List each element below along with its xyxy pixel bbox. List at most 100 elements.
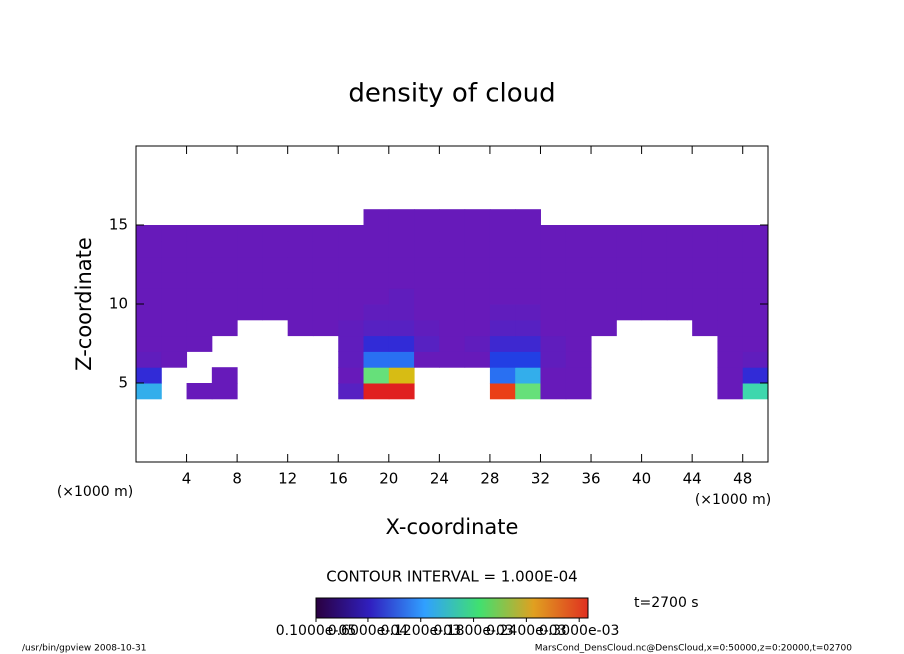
field-cell bbox=[363, 351, 390, 368]
field-cell bbox=[136, 288, 162, 305]
field-cell bbox=[161, 256, 188, 273]
field-cell bbox=[211, 367, 238, 384]
field-cell bbox=[388, 335, 415, 352]
field-cell bbox=[414, 272, 440, 289]
field-cell bbox=[363, 272, 390, 289]
field-cell bbox=[287, 319, 314, 337]
field-cell bbox=[338, 351, 365, 368]
field-cell bbox=[312, 304, 339, 321]
x-axis-label: X-coordinate bbox=[386, 515, 519, 539]
x-unit-left: (×1000 m) bbox=[57, 484, 133, 500]
field-cell bbox=[312, 319, 339, 337]
field-cell bbox=[692, 304, 718, 321]
field-cell bbox=[692, 240, 718, 258]
field-cell bbox=[742, 256, 769, 273]
field-cell bbox=[363, 367, 390, 384]
field-cell bbox=[717, 319, 744, 337]
field-cell bbox=[287, 240, 314, 258]
field-cell bbox=[136, 240, 162, 258]
field-cell bbox=[666, 240, 693, 258]
field-cell bbox=[338, 225, 365, 242]
field-cell bbox=[363, 304, 390, 321]
field-cell bbox=[414, 351, 440, 368]
field-cell bbox=[439, 225, 466, 242]
field-cell bbox=[489, 335, 516, 352]
field-cell bbox=[439, 319, 466, 337]
field-cell bbox=[717, 240, 744, 258]
field-cell bbox=[616, 272, 643, 289]
field-cell bbox=[565, 383, 592, 400]
field-cell bbox=[414, 288, 440, 305]
field-cell bbox=[565, 367, 592, 384]
field-cell bbox=[414, 304, 440, 321]
field-cell bbox=[312, 240, 339, 258]
field-cell bbox=[515, 319, 541, 337]
field-cell bbox=[464, 335, 491, 352]
field-cell bbox=[489, 351, 516, 368]
field-cell bbox=[565, 225, 592, 242]
field-cell bbox=[464, 288, 491, 305]
field-cell bbox=[464, 209, 491, 226]
footer-right: MarsCond_DensCloud.nc@DensCloud,x=0:5000… bbox=[535, 644, 852, 654]
field-cell bbox=[262, 288, 289, 305]
field-cell bbox=[287, 256, 314, 273]
field-cell bbox=[312, 225, 339, 242]
field-cell bbox=[515, 240, 541, 258]
field-cell bbox=[616, 304, 643, 321]
field-cell bbox=[717, 304, 744, 321]
x-tick-label: 24 bbox=[430, 470, 449, 488]
time-note: t=2700 s bbox=[634, 595, 699, 611]
field-cell bbox=[641, 272, 668, 289]
field-cell bbox=[363, 335, 390, 352]
field-cell bbox=[489, 256, 516, 273]
field-cell bbox=[742, 383, 769, 400]
field-cell bbox=[515, 351, 541, 368]
field-cell bbox=[136, 351, 162, 368]
field-cell bbox=[742, 288, 769, 305]
x-tick-label: 36 bbox=[581, 470, 600, 488]
field-cell bbox=[262, 256, 289, 273]
field-cell bbox=[388, 304, 415, 321]
x-tick-label: 32 bbox=[531, 470, 550, 488]
field-cell bbox=[464, 304, 491, 321]
field-cell bbox=[489, 240, 516, 258]
field-cell bbox=[591, 256, 617, 273]
field-cell bbox=[136, 319, 162, 337]
field-cell bbox=[211, 272, 238, 289]
field-cell bbox=[489, 383, 516, 400]
field-cell bbox=[338, 240, 365, 258]
field-cell bbox=[363, 225, 390, 242]
field-cell bbox=[186, 272, 213, 289]
field-cell bbox=[338, 288, 365, 305]
field-cell bbox=[515, 367, 541, 384]
field-cell bbox=[136, 383, 162, 400]
field-cell bbox=[414, 209, 440, 226]
field-cell bbox=[211, 256, 238, 273]
field-cell bbox=[464, 272, 491, 289]
field-cell bbox=[414, 335, 440, 352]
field-cell bbox=[414, 256, 440, 273]
field-cell bbox=[439, 304, 466, 321]
field-cell bbox=[136, 335, 162, 352]
x-tick-label: 20 bbox=[379, 470, 398, 488]
field-cell bbox=[338, 335, 365, 352]
field-cell bbox=[237, 225, 263, 242]
x-tick-label: 40 bbox=[632, 470, 651, 488]
field-cell bbox=[237, 256, 263, 273]
field-cell bbox=[540, 319, 567, 337]
field-cell bbox=[312, 272, 339, 289]
field-cell bbox=[186, 225, 213, 242]
field-cell bbox=[414, 319, 440, 337]
field-cell bbox=[489, 225, 516, 242]
field-cell bbox=[540, 383, 567, 400]
field-cell bbox=[136, 367, 162, 384]
field-cell bbox=[742, 351, 769, 368]
field-cell bbox=[641, 288, 668, 305]
field-cell bbox=[363, 319, 390, 337]
field-cell bbox=[363, 209, 390, 226]
field-cell bbox=[161, 225, 188, 242]
field-cell bbox=[211, 304, 238, 321]
field-cell bbox=[312, 256, 339, 273]
field-cell bbox=[489, 319, 516, 337]
field-cell bbox=[616, 225, 643, 242]
